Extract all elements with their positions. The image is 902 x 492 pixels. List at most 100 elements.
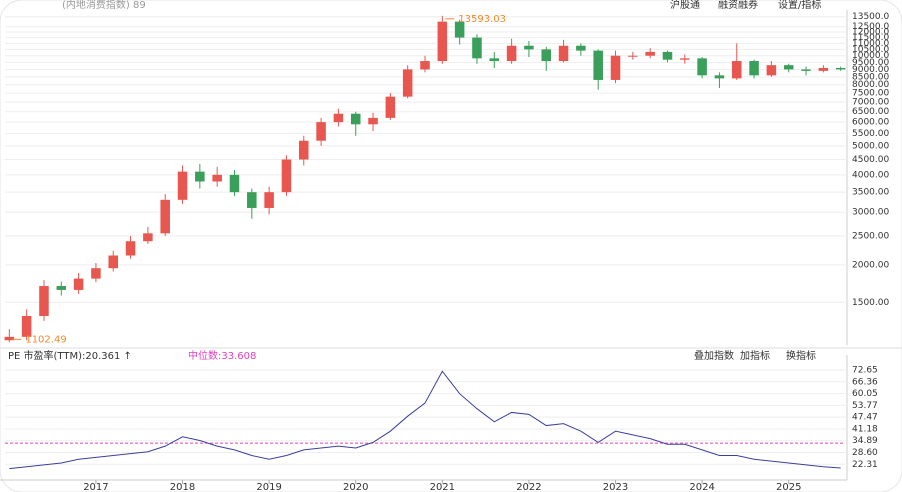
- x-tick-label: 2017: [83, 482, 108, 492]
- candle-body: [628, 55, 638, 57]
- candle-body: [333, 113, 344, 123]
- y-tick-label: 60.05: [852, 389, 878, 399]
- y-tick-label: 28.60: [852, 448, 878, 458]
- y-tick-label: 5500.00: [852, 129, 889, 139]
- y-tick-label: 12500.0: [852, 22, 889, 32]
- y-tick-label: 22.31: [852, 460, 878, 470]
- y-tick-label: 10000.0: [852, 51, 889, 61]
- x-tick-label: 2022: [516, 482, 541, 492]
- candle-body: [368, 117, 378, 125]
- y-tick-label: 7500.00: [852, 89, 889, 99]
- x-tick-label: 2021: [430, 482, 455, 492]
- candle-body: [576, 45, 586, 51]
- annotation: 1102.49: [25, 334, 66, 345]
- candle-body: [125, 241, 136, 256]
- candle-body: [818, 67, 829, 71]
- candle-body: [299, 140, 309, 160]
- candle-body: [610, 55, 621, 80]
- candle-body: [731, 61, 742, 79]
- candle-body: [472, 37, 482, 59]
- candle-body: [402, 69, 413, 97]
- candle-body: [558, 45, 569, 62]
- y-tick-label: 6500.00: [852, 107, 889, 117]
- candle-body: [73, 278, 84, 290]
- candle-body: [229, 174, 240, 193]
- candle-body: [697, 58, 707, 76]
- y-tick-label: 72.65: [852, 366, 878, 376]
- y-tick-label: 13500.0: [852, 12, 889, 22]
- y-tick-label: 47.47: [852, 413, 878, 423]
- y-tick-label: 6000.00: [852, 118, 889, 128]
- candle-body: [783, 65, 794, 70]
- button[interactable]: 叠加指数: [694, 349, 734, 362]
- candle-body: [489, 58, 500, 62]
- chart-title: (内地消费指数) 89: [62, 0, 146, 11]
- candle-body: [91, 268, 101, 279]
- candle-body: [524, 45, 534, 50]
- y-tick-label: 12000.0: [852, 28, 889, 38]
- pe-line: [9, 370, 841, 470]
- x-tick-label: 2025: [776, 482, 801, 492]
- button[interactable]: 设置/指标: [778, 0, 821, 11]
- y-tick-label: 1500.00: [852, 298, 889, 308]
- candle-body: [385, 96, 396, 118]
- y-tick-label: 8500.00: [852, 72, 889, 82]
- x-tick-label: 2018: [170, 482, 195, 492]
- candle-body: [281, 159, 292, 193]
- candle-body: [749, 61, 759, 76]
- candle-body: [350, 113, 361, 125]
- y-tick-label: 2500.00: [852, 231, 889, 241]
- y-tick-label: 53.77: [852, 401, 878, 411]
- candle-body: [212, 174, 222, 182]
- y-tick-label: 66.36: [852, 377, 878, 387]
- y-tick-label: 9000.00: [852, 65, 889, 75]
- button[interactable]: 融资融券: [718, 0, 758, 11]
- candle-body: [593, 50, 603, 80]
- candle-body: [420, 61, 430, 70]
- candle-body: [264, 192, 274, 208]
- candle-body: [714, 75, 725, 79]
- candle-body: [108, 255, 119, 269]
- y-tick-label: 10500.0: [852, 45, 889, 55]
- y-tick-label: 4500.00: [852, 155, 889, 165]
- button[interactable]: 加指标: [740, 349, 770, 362]
- candle-body: [801, 69, 811, 71]
- annotation: 13593.03: [458, 14, 506, 25]
- candle-body: [56, 286, 67, 290]
- reference-label: 中位数:33.608: [188, 349, 256, 362]
- y-tick-label: 7000.00: [852, 98, 889, 108]
- y-tick-label: 3500.00: [852, 188, 889, 198]
- candle-body: [541, 49, 551, 62]
- x-tick-label: 2020: [343, 482, 368, 492]
- button[interactable]: 沪股通: [670, 0, 700, 11]
- x-tick-label: 2023: [603, 482, 628, 492]
- x-tick-label: 2019: [256, 482, 281, 492]
- candle-body: [680, 58, 690, 60]
- candle-body: [506, 45, 517, 62]
- y-tick-label: 11500.0: [852, 33, 889, 43]
- y-tick-label: 11000.0: [852, 39, 889, 49]
- candle-body: [160, 199, 170, 234]
- candle-body: [4, 336, 15, 341]
- candle-body: [835, 67, 846, 70]
- y-tick-label: 34.89: [852, 436, 878, 446]
- y-tick-label: 2000.00: [852, 260, 889, 270]
- y-tick-label: 3000.00: [852, 208, 889, 218]
- candle-body: [454, 21, 465, 38]
- y-tick-label: 4000.00: [852, 170, 889, 180]
- y-tick-label: 8000.00: [852, 80, 889, 90]
- candle-body: [766, 65, 777, 76]
- candle-body: [177, 171, 188, 200]
- candle-body: [39, 286, 49, 316]
- y-tick-label: 5000.00: [852, 141, 889, 151]
- candle-body: [662, 51, 673, 60]
- button[interactable]: 换指标: [786, 349, 816, 362]
- candle-body: [645, 51, 655, 56]
- candle-body: [21, 315, 32, 337]
- candle-body: [316, 122, 326, 141]
- y-tick-label: 9500.00: [852, 58, 889, 68]
- candle-body: [437, 21, 448, 62]
- x-tick-label: 2024: [689, 482, 714, 492]
- legend-entry: PE 市盈率(TTM):20.361 ↑: [8, 349, 132, 362]
